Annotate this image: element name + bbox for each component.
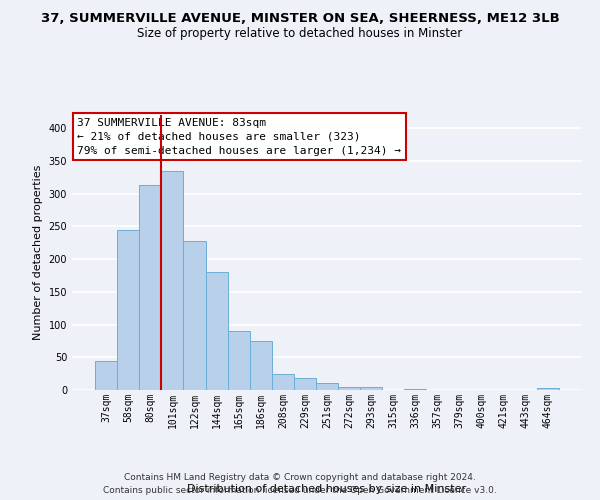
Bar [206, 272, 227, 390]
Bar [316, 384, 338, 390]
Bar [404, 388, 427, 390]
Bar [250, 341, 272, 390]
Bar [227, 331, 250, 390]
Bar [184, 240, 206, 390]
Bar [537, 388, 559, 390]
Text: Size of property relative to detached houses in Minster: Size of property relative to detached ho… [137, 28, 463, 40]
Y-axis label: Number of detached properties: Number of detached properties [33, 165, 43, 340]
Text: Contains HM Land Registry data © Crown copyright and database right 2024.
Contai: Contains HM Land Registry data © Crown c… [103, 474, 497, 495]
Bar [161, 170, 184, 390]
Bar [117, 230, 139, 390]
Bar [360, 386, 382, 390]
Bar [294, 378, 316, 390]
Text: 37 SUMMERVILLE AVENUE: 83sqm
← 21% of detached houses are smaller (323)
79% of s: 37 SUMMERVILLE AVENUE: 83sqm ← 21% of de… [77, 118, 401, 156]
Bar [95, 361, 117, 390]
Bar [139, 185, 161, 390]
X-axis label: Distribution of detached houses by size in Minster: Distribution of detached houses by size … [187, 484, 467, 494]
Bar [272, 374, 294, 390]
Bar [338, 386, 360, 390]
Text: 37, SUMMERVILLE AVENUE, MINSTER ON SEA, SHEERNESS, ME12 3LB: 37, SUMMERVILLE AVENUE, MINSTER ON SEA, … [41, 12, 559, 26]
